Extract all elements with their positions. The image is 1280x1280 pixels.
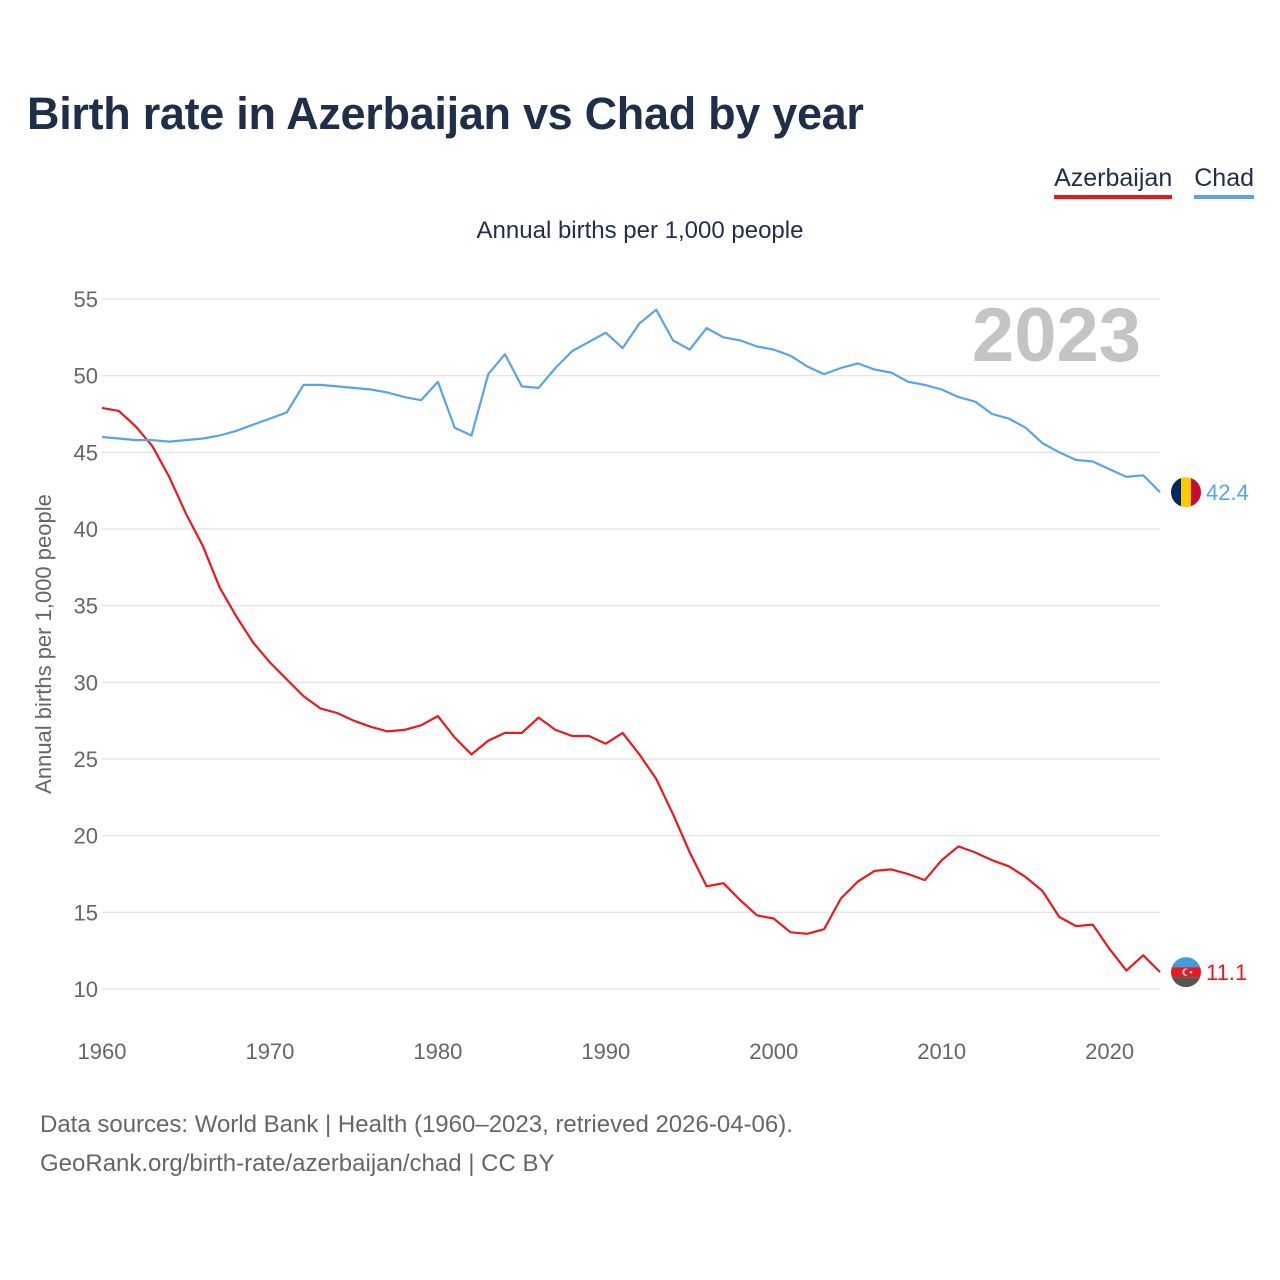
y-tick-label: 25 — [74, 747, 98, 772]
series-line-azerbaijan — [101, 406, 1161, 973]
x-tick-label: 1990 — [581, 1039, 630, 1064]
year-watermark: 2023 — [972, 293, 1141, 378]
end-label-azerbaijan: 11.1 — [1206, 960, 1247, 985]
flag-crescent-cut — [1184, 969, 1191, 976]
y-tick-label: 40 — [74, 517, 98, 542]
flag-stripe — [1171, 957, 1201, 968]
legend-item-chad[interactable]: Chad — [1194, 164, 1254, 199]
x-tick-label: 2020 — [1085, 1039, 1134, 1064]
flag-stripe — [1171, 477, 1181, 508]
series-line-chad — [101, 308, 1161, 493]
y-tick-label: 20 — [74, 824, 98, 849]
x-tick-label: 1960 — [78, 1039, 127, 1064]
x-tick-label: 1980 — [413, 1039, 462, 1064]
y-tick-label: 55 — [74, 287, 98, 312]
chart-subtitle: Annual births per 1,000 people — [476, 217, 804, 244]
legend-item-azerbaijan[interactable]: Azerbaijan — [1054, 164, 1173, 199]
flag-stripe — [1171, 977, 1201, 988]
legend: Azerbaijan Chad — [1054, 164, 1254, 199]
footer-sources: Data sources: World Bank | Health (1960–… — [40, 1111, 793, 1138]
y-tick-label: 35 — [74, 594, 98, 619]
footer: Data sources: World Bank | Health (1960–… — [40, 1105, 793, 1183]
y-tick-label: 45 — [74, 440, 98, 465]
y-tick-label: 30 — [74, 670, 98, 695]
x-tick-label: 1970 — [245, 1039, 294, 1064]
flag-azerbaijan-icon — [1171, 957, 1201, 988]
chart-title: Birth rate in Azerbaijan vs Chad by year — [27, 88, 864, 139]
flag-star — [1189, 970, 1193, 974]
y-axis-title: Annual births per 1,000 people — [31, 494, 56, 794]
x-tick-label: 2010 — [917, 1039, 966, 1064]
y-tick-label: 50 — [74, 364, 98, 389]
flag-stripe — [1181, 477, 1191, 508]
y-tick-label: 10 — [74, 977, 98, 1002]
flag-chad-icon — [1171, 477, 1201, 508]
footer-link[interactable]: GeoRank.org/birth-rate/azerbaijan/chad |… — [40, 1150, 555, 1177]
flag-stripe — [1191, 477, 1201, 508]
y-tick-label: 15 — [74, 900, 98, 925]
x-tick-label: 2000 — [749, 1039, 798, 1064]
end-label-chad: 42.4 — [1206, 480, 1249, 505]
